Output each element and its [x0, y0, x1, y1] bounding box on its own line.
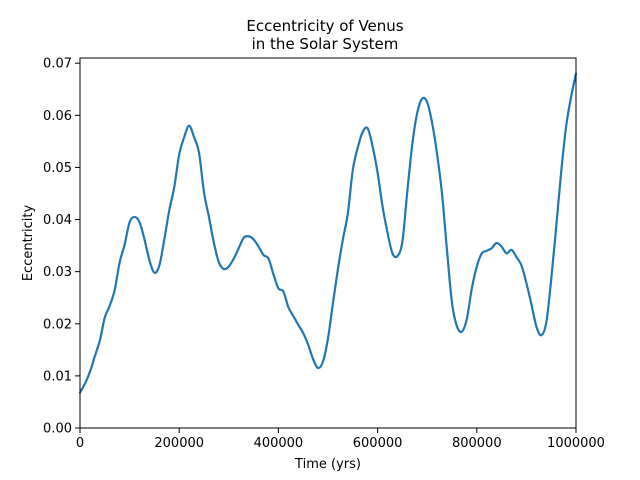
x-tick-label: 800000	[452, 436, 502, 451]
x-tick-label: 600000	[353, 436, 403, 451]
chart-title-line2: in the Solar System	[252, 35, 399, 53]
eccentricity-line	[78, 72, 578, 394]
x-tick-label: 0	[76, 436, 84, 451]
chart-title-line1: Eccentricity of Venus	[246, 17, 403, 35]
y-axis-label: Eccentricity	[21, 205, 36, 282]
y-tick-label: 0.07	[43, 57, 72, 72]
y-tick-label: 0.02	[43, 317, 72, 332]
x-tick-label: 400000	[254, 436, 304, 451]
y-tick-label: 0.03	[43, 265, 72, 280]
y-tick-label: 0.00	[43, 422, 72, 437]
y-tick-label: 0.04	[43, 213, 72, 228]
y-tick-label: 0.05	[43, 161, 72, 176]
x-tick-label: 200000	[154, 436, 204, 451]
y-tick-label: 0.06	[43, 109, 72, 124]
y-tick-label: 0.01	[43, 369, 72, 384]
plot-frame	[79, 57, 577, 429]
x-axis-label: Time (yrs)	[294, 457, 361, 472]
x-axis-ticks: 0 200000 400000 600000 800000 1000000	[76, 428, 605, 451]
x-tick-label: 1000000	[547, 436, 605, 451]
y-axis-ticks: 0.00 0.01 0.02 0.03 0.04 0.05 0.06 0.07	[43, 57, 80, 437]
